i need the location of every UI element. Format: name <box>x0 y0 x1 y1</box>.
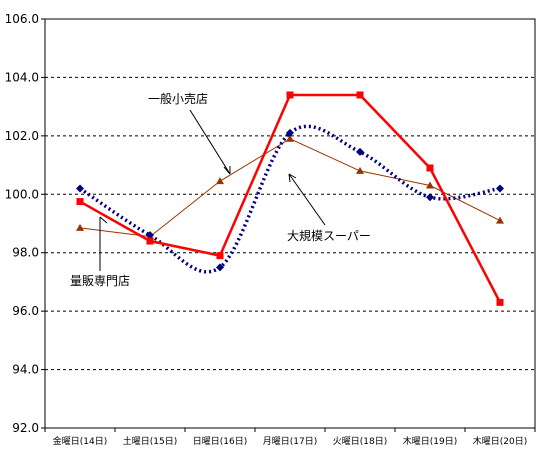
grid-lines <box>45 76 535 371</box>
data-point-2 <box>146 231 154 240</box>
annotation-general-arrowhead <box>223 166 231 175</box>
x-tick-label: 金曜日(14日) <box>53 435 107 447</box>
y-tick-label: 92.0 <box>12 421 39 435</box>
data-point-0 <box>146 237 154 245</box>
annotation-super: 大規模スーパー <box>287 173 371 243</box>
series-line-0 <box>79 93 502 303</box>
data-point-1 <box>216 177 224 185</box>
data-point-2 <box>286 128 294 137</box>
data-point-0 <box>76 198 84 206</box>
data-point-2 <box>426 193 434 202</box>
data-point-1 <box>286 134 294 142</box>
data-point-2 <box>496 184 504 193</box>
y-tick-label: 106.0 <box>5 12 39 26</box>
data-point-0 <box>216 252 224 260</box>
x-axis-ticks: 金曜日(14日) 土曜日(15日) 日曜日(16日) 月曜日(17日) 火曜日(18日)… <box>44 428 536 447</box>
data-point-2 <box>216 263 224 272</box>
annotation-general: 一般小売店 <box>148 91 231 175</box>
x-tick-label: 木曜日(20日) <box>473 435 527 447</box>
annotation-super-arrow <box>288 173 326 226</box>
data-point-0 <box>356 91 364 99</box>
data-point-1 <box>76 223 84 231</box>
x-tick-label: 日曜日(16日) <box>193 436 247 447</box>
annotation-general-arrow <box>189 109 231 175</box>
y-tick-label: 104.0 <box>5 70 39 84</box>
y-tick-label: 100.0 <box>5 187 39 201</box>
data-point-0 <box>496 298 504 306</box>
data-point-1 <box>426 181 434 189</box>
data-point-0 <box>286 91 294 99</box>
y-tick-label: 98.0 <box>12 246 39 260</box>
annotation-general-label: 一般小売店 <box>148 91 208 106</box>
y-tick-label: 102.0 <box>5 129 39 143</box>
series-line-2 <box>79 124 501 274</box>
series-layer <box>76 91 504 306</box>
y-tick-label: 94.0 <box>12 363 39 377</box>
x-tick-label: 土曜日(15日) <box>123 435 177 447</box>
annotation-mass: 量販専門店 <box>70 216 130 288</box>
data-point-2 <box>76 184 84 193</box>
data-point-1 <box>496 216 504 224</box>
data-point-0 <box>426 164 434 172</box>
y-axis-ticks: 92.0 94.0 96.0 98.0 100.0 102.0 104.0 106.0 <box>5 12 45 435</box>
y-tick-label: 96.0 <box>12 304 39 318</box>
annotation-mass-label: 量販専門店 <box>70 274 130 288</box>
data-point-2 <box>356 147 364 156</box>
series-line-1 <box>79 138 501 238</box>
annotation-super-label: 大規模スーパー <box>287 228 371 243</box>
x-tick-label: 火曜日(18日) <box>333 436 387 447</box>
annotation-mass-arrowhead <box>99 216 108 224</box>
data-point-1 <box>356 166 364 174</box>
x-tick-label: 月曜日(17日) <box>263 436 317 447</box>
x-tick-label: 木曜日(19日) <box>403 435 457 447</box>
annotation-super-arrowhead <box>288 173 297 183</box>
plot-area-border <box>44 18 536 429</box>
